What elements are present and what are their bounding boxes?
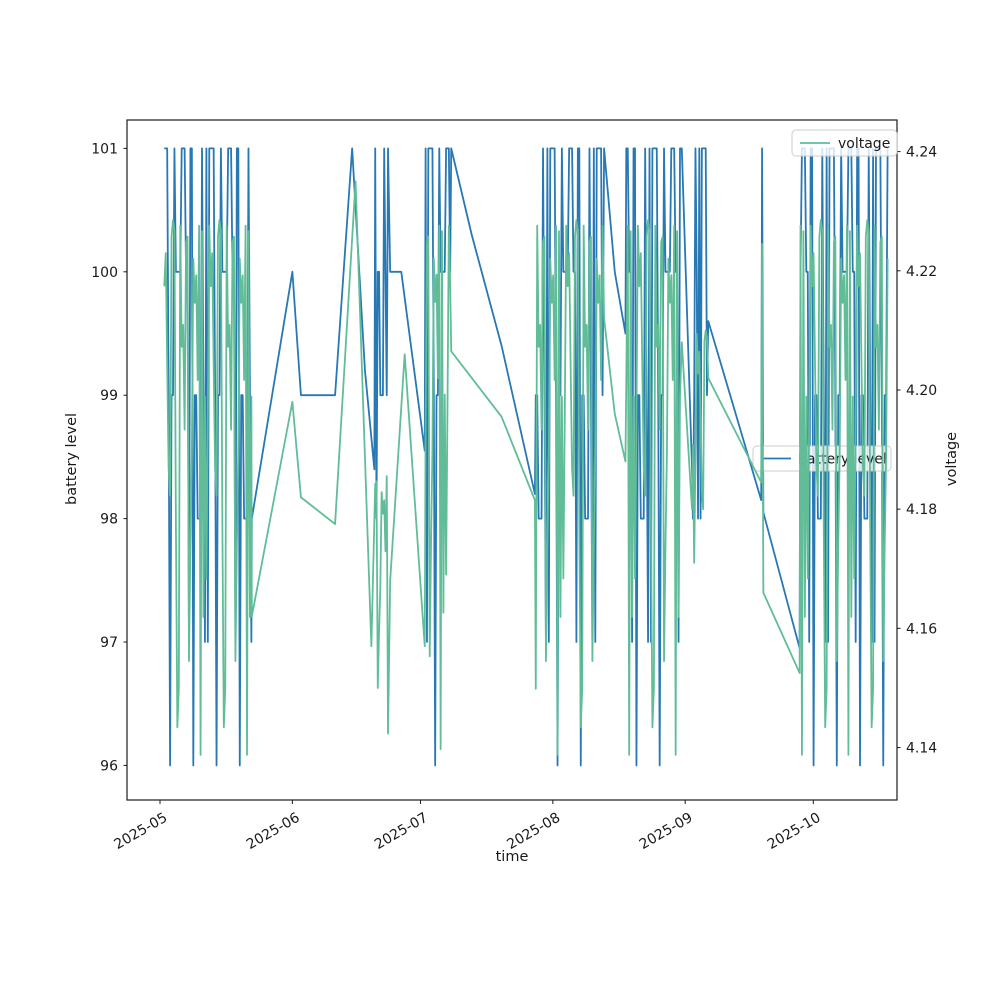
x-tick-label: 2025-09 (637, 810, 696, 853)
x-tick-label: 2025-08 (504, 810, 563, 853)
voltage-series (163, 180, 889, 756)
y-axis-left-ticks: 96 97 98 99 100 101 (91, 141, 127, 774)
g-voltage-line (163, 180, 889, 756)
x-axis-label: time (496, 849, 529, 865)
plot-area (126, 119, 898, 801)
y-left-tick-label: 96 (100, 758, 118, 774)
voltage-legend: voltage (791, 129, 898, 157)
y-axis-left-label: battery level (64, 413, 80, 505)
y-left-tick-label: 100 (91, 265, 118, 281)
y-left-tick-label: 97 (100, 635, 118, 651)
y-right-tick-label: 4.20 (906, 383, 937, 399)
x-tick-label: 2025-10 (765, 810, 824, 853)
y-left-tick-label: 101 (91, 141, 118, 157)
y-left-tick-label: 98 (100, 512, 118, 528)
y-left-tick-label: 99 (100, 388, 118, 404)
y-right-tick-label: 4.22 (906, 264, 937, 280)
battery-legend-box (752, 445, 892, 472)
y-right-tick-label: 4.14 (906, 741, 937, 757)
y-right-tick-label: 4.18 (906, 502, 937, 518)
x-axis-ticks: 2025-05 2025-06 2025-07 2025-08 2025-09 2025-… (112, 800, 824, 853)
y-right-tick-label: 4.24 (906, 145, 937, 161)
y-axis-right-label: voltage (944, 432, 960, 486)
voltage-legend-label: voltage (838, 136, 890, 152)
y-axis-right-ticks: 4.14 4.16 4.18 4.20 4.22 4.24 (897, 145, 937, 757)
x-tick-label: 2025-05 (112, 810, 171, 853)
x-tick-label: 2025-06 (244, 810, 303, 853)
y-right-tick-label: 4.16 (906, 621, 937, 637)
voltage-legend-box (791, 129, 898, 157)
x-tick-label: 2025-07 (372, 810, 431, 853)
